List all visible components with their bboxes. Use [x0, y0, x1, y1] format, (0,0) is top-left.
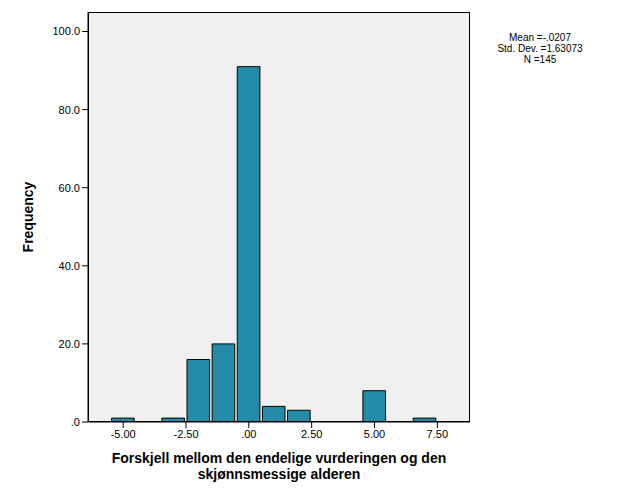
svg-text:2.50: 2.50	[301, 428, 322, 440]
svg-text:80.0: 80.0	[59, 104, 80, 116]
svg-text:-5.00: -5.00	[111, 428, 136, 440]
svg-text:5.00: 5.00	[364, 428, 385, 440]
html-text:Std. Dev. =1.63073: Std. Dev. =1.63073	[497, 43, 583, 54]
svg-text:100.0: 100.0	[52, 25, 80, 37]
svg-text:.0: .0	[71, 416, 80, 428]
html-text:Forskjell mellom den endelige: Forskjell mellom den endelige vurderinge…	[111, 450, 447, 482]
svg-text:-2.50: -2.50	[173, 428, 198, 440]
html-text:N =145: N =145	[523, 54, 557, 65]
svg-text:40.0: 40.0	[59, 260, 80, 272]
svg-text:.00: .00	[241, 428, 256, 440]
html-text:Mean =-.0207: Mean =-.0207	[509, 32, 571, 43]
svg-text:Frequency: Frequency	[20, 181, 36, 252]
svg-text:20.0: 20.0	[59, 338, 80, 350]
svg-text:60.0: 60.0	[59, 182, 80, 194]
svg-text:7.50: 7.50	[427, 428, 448, 440]
